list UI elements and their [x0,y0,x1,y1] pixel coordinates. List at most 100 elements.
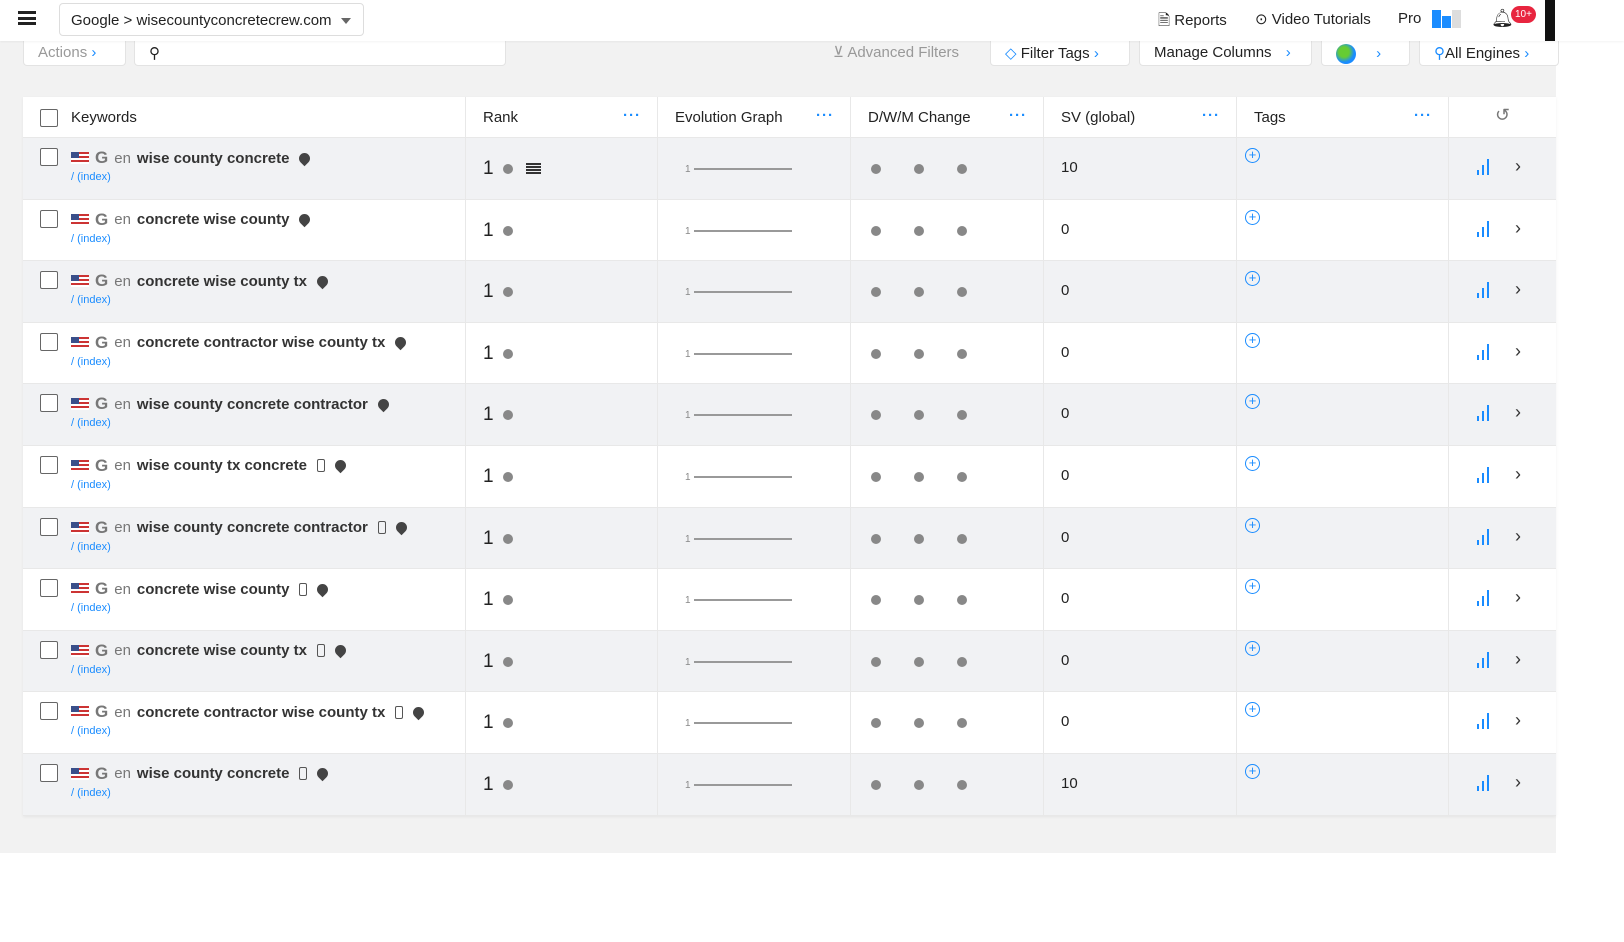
bar-chart-icon[interactable] [1477,774,1491,791]
hamburger-menu-icon[interactable] [18,11,36,25]
keyword-text[interactable]: wise county concrete contractor [136,395,368,413]
row-checkbox[interactable] [40,702,58,721]
chevron-right-icon[interactable]: › [1515,402,1521,423]
add-tag-icon[interactable]: + [1245,332,1260,348]
scrollbar[interactable] [1545,0,1555,41]
chevron-right-icon[interactable]: › [1515,279,1521,300]
bar-chart-icon[interactable] [1477,466,1491,483]
add-tag-icon[interactable]: + [1245,455,1260,471]
column-change[interactable]: D/W/M Change [868,109,971,126]
add-tag-icon[interactable]: + [1245,517,1260,533]
add-tag-icon[interactable]: + [1245,148,1260,163]
column-rank[interactable]: Rank [483,109,519,126]
url-path-link[interactable]: / (index) [71,540,111,553]
add-tag-icon[interactable]: + [1245,579,1260,595]
manage-columns-button[interactable]: Manage Columns › [1139,37,1312,66]
url-path-link[interactable]: / (index) [71,602,111,615]
reports-link[interactable]: 🗎 Reports [1158,10,1227,35]
add-tag-icon[interactable]: + [1245,763,1260,779]
bar-chart-icon[interactable] [1477,713,1491,730]
row-checkbox[interactable] [40,640,58,659]
url-path-link[interactable]: / (index) [71,355,111,368]
column-keywords[interactable]: Keywords [71,109,137,126]
add-tag-icon[interactable]: + [1245,702,1260,718]
row-checkbox[interactable] [40,332,58,351]
more-icon[interactable]: ··· [1414,107,1432,124]
row-checkbox[interactable] [40,148,58,166]
chevron-right-icon[interactable]: › [1515,648,1521,669]
bar-chart-icon[interactable] [1477,282,1491,299]
chevron-right-icon[interactable]: › [1515,340,1521,361]
url-path-link[interactable]: / (index) [71,417,111,430]
chevron-right-icon[interactable]: › [1515,771,1521,792]
row-checkbox[interactable] [40,394,58,413]
keyword-text[interactable]: concrete contractor wise county tx [136,334,386,352]
url-path-link[interactable]: / (index) [71,232,111,245]
row-checkbox[interactable] [40,271,58,290]
bar-chart-icon[interactable] [1477,405,1491,422]
chevron-right-icon[interactable]: › [1515,587,1521,608]
add-tag-icon[interactable]: + [1245,271,1260,287]
search-input[interactable]: ⚲ [134,37,506,66]
list-icon[interactable] [526,163,541,174]
plan-bars-icon[interactable] [1432,10,1462,28]
advanced-filters-button[interactable]: ⊻ Advanced Filters [833,37,959,67]
keyword-text[interactable]: concrete wise county tx [136,272,307,290]
keyword-text[interactable]: wise county concrete [136,149,290,167]
more-icon[interactable]: ··· [816,107,834,124]
chevron-right-icon[interactable]: › [1515,463,1521,484]
keyword-text[interactable]: concrete wise county [136,211,290,229]
chevron-right-icon[interactable]: › [1515,710,1521,731]
keyword-text[interactable]: concrete contractor wise county tx [136,703,386,721]
column-sv[interactable]: SV (global) [1061,109,1136,126]
bell-icon[interactable]: 🔔︎ [1491,8,1514,28]
bar-chart-icon[interactable] [1477,528,1491,545]
bar-chart-icon[interactable] [1477,159,1491,175]
url-path-link[interactable]: / (index) [71,786,111,799]
url-path-link[interactable]: / (index) [71,725,111,738]
chevron-right-icon[interactable]: › [1515,217,1521,238]
bar-chart-icon[interactable] [1477,343,1491,360]
column-evolution[interactable]: Evolution Graph [675,109,783,126]
filter-tags-button[interactable]: ◇ Filter Tags › [990,37,1130,66]
video-tutorials-link[interactable]: ⊙ Video Tutorials [1255,10,1371,28]
column-tags[interactable]: Tags [1254,109,1286,126]
row-checkbox[interactable] [40,455,58,474]
row-checkbox[interactable] [40,579,58,598]
row-checkbox[interactable] [40,517,58,536]
keyword-text[interactable]: concrete wise county tx [136,642,307,660]
url-path-link[interactable]: / (index) [71,171,111,183]
row-checkbox[interactable] [40,209,58,228]
add-tag-icon[interactable]: + [1245,209,1260,225]
add-tag-icon[interactable]: + [1245,640,1260,656]
more-icon[interactable]: ··· [1009,107,1027,124]
bar-chart-icon[interactable] [1477,590,1491,607]
keyword-text[interactable]: wise county concrete [136,765,290,783]
all-engines-button[interactable]: ⚲All Engines › [1419,37,1559,66]
keyword-text[interactable]: wise county tx concrete [136,457,307,475]
keyword-text[interactable]: wise county concrete contractor [136,519,368,537]
url-path-link[interactable]: / (index) [71,294,111,307]
url-path-link[interactable]: / (index) [71,663,111,676]
keyword-text[interactable]: concrete wise county [136,580,290,598]
refresh-icon[interactable]: ↺ [1494,105,1511,125]
url-path-link[interactable]: / (index) [71,478,111,491]
chevron-right-icon[interactable]: › [1515,156,1521,176]
bar-chart-icon[interactable] [1477,651,1491,668]
more-icon[interactable]: ··· [623,107,641,124]
select-all-checkbox[interactable] [40,109,58,127]
bar-chart-icon[interactable] [1477,220,1491,237]
project-selector[interactable]: Google > wisecountyconcretecrew.com [59,3,364,36]
actions-button[interactable]: Actions › [23,37,126,66]
